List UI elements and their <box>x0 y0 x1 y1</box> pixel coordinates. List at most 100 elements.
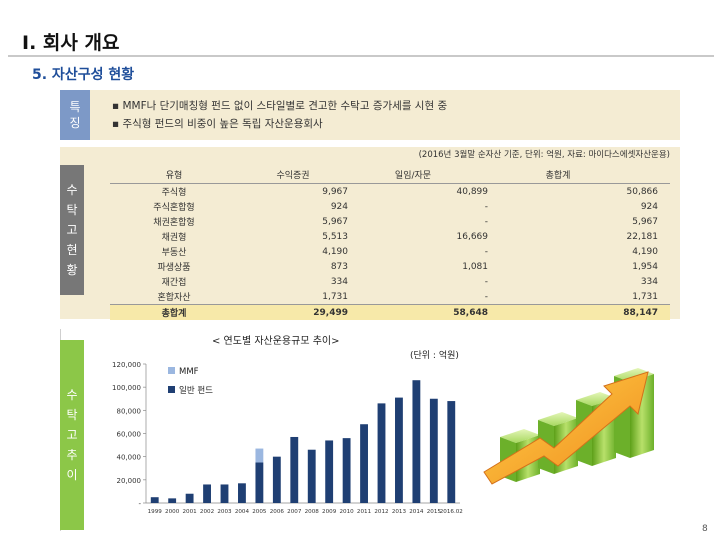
x-tick-label: 2001 <box>182 509 197 515</box>
chart-title: < 연도별 자산운용규모 추이> <box>212 336 340 347</box>
aum-trend-chart: 120,000 100,000 80,000 60,000 40,000 20,000 - 1… <box>112 361 463 515</box>
table-cell: 4,190 <box>322 246 348 257</box>
x-tick-label: 2014 <box>409 509 424 515</box>
y-tick-label: 100,000 <box>112 384 141 392</box>
table-cell: 총합계 <box>161 309 187 319</box>
table-note: (2016년 3월말 순자산 기준, 단위: 억원, 자료: 마이다스에셋자산운… <box>418 150 670 160</box>
table-cell: 주식형 <box>161 188 187 198</box>
bar-general-fund <box>360 424 368 503</box>
section-title: 5. 자산구성 현황 <box>32 67 135 83</box>
side-label-char: 탁 <box>66 408 78 422</box>
x-tick-label: 1999 <box>148 509 163 515</box>
side-label-char: 황 <box>66 263 78 277</box>
aum-table-panel <box>60 147 680 319</box>
y-tick-label: 60,000 <box>117 431 142 439</box>
bar-general-fund <box>272 456 281 503</box>
table-cell: 22,181 <box>626 231 659 242</box>
bar-general-fund <box>342 438 351 503</box>
bar-general-fund <box>220 484 229 503</box>
x-tick-label: 2005 <box>252 509 267 515</box>
x-tick-label: 2003 <box>217 509 232 515</box>
table-cell: - <box>484 216 488 227</box>
table-cell: 5,967 <box>322 216 348 227</box>
table-row: 파생상품 873 1,081 1,954 <box>110 259 670 274</box>
table-row: 채권형 5,513 16,669 22,181 <box>110 229 670 244</box>
bar-general-fund <box>429 398 438 503</box>
table-cell: 924 <box>330 201 348 212</box>
bar-general-fund <box>395 397 403 503</box>
y-tick-label: 80,000 <box>117 407 142 415</box>
table-cell: 16,669 <box>456 231 489 242</box>
table-cell: - <box>484 276 488 287</box>
table-header-cell: 총합계 <box>545 170 571 181</box>
side-label-char: 수 <box>66 388 78 402</box>
title-divider <box>8 55 714 57</box>
table-cell: 88,147 <box>623 307 658 318</box>
table-cell: 9,967 <box>322 186 348 197</box>
table-total-row: 총합계 29,499 58,648 88,147 <box>110 304 670 320</box>
table-cell: 4,190 <box>632 246 658 257</box>
side-label-char: 탁 <box>66 203 78 217</box>
page-title: I. 회사 개요 <box>22 32 120 54</box>
feature-item: ▪ 주식형 펀드의 비중이 높은 독립 자산운용회사 <box>112 118 323 130</box>
side-label-char: 고 <box>66 223 78 237</box>
table-cell: 1,954 <box>632 261 658 272</box>
x-tick-label: 2002 <box>200 509 214 515</box>
legend-label: MMF <box>179 367 199 377</box>
table-cell: 1,081 <box>462 261 488 272</box>
table-row: 주식혼합형 924 - 924 <box>110 199 670 214</box>
table-cell: 334 <box>640 276 658 287</box>
page-number: 8 <box>702 524 708 534</box>
x-tick-label: 2013 <box>392 509 407 515</box>
side-label-char: 이 <box>66 468 78 482</box>
x-tick-label: 2009 <box>322 509 337 515</box>
table-cell: 873 <box>330 261 348 272</box>
table-row: 혼합자산 1,731 - 1,731 <box>110 289 670 304</box>
feature-item: ▪ MMF나 단기매칭형 펀드 없이 스타일별로 견고한 수탁고 증가세를 시현… <box>112 100 448 112</box>
table-header-row: 유형 수익증권 일임/자문 총합계 <box>110 165 670 184</box>
growth-arrow-graphic <box>483 368 654 485</box>
y-tick-label: - <box>138 500 141 508</box>
aum-side-label: 수 탁 고 현 황 <box>60 165 84 295</box>
bar-general-fund <box>185 493 194 503</box>
x-tick-label: 2004 <box>235 509 250 515</box>
table-row: 채권혼합형 5,967 - 5,967 <box>110 214 670 229</box>
bar-general-fund <box>307 449 316 503</box>
table-cell: 40,899 <box>456 186 489 197</box>
x-tick-label: 2010 <box>339 509 354 515</box>
y-tick-label: 120,000 <box>112 361 141 369</box>
table-cell: 재간접 <box>161 278 187 288</box>
table-row: 재간접 334 - 334 <box>110 274 670 289</box>
side-label-char: 수 <box>66 183 78 197</box>
table-cell: 58,648 <box>453 307 488 318</box>
table-cell: 1,731 <box>322 291 348 302</box>
features-label: 특 징 <box>60 90 90 140</box>
table-cell: 334 <box>330 276 348 287</box>
table-cell: 924 <box>640 201 658 212</box>
table-row: 주식형 9,967 40,899 50,866 <box>110 184 670 199</box>
x-tick-label: 2000 <box>165 509 180 515</box>
bar-mmf <box>255 448 264 463</box>
table-cell: - <box>484 246 488 257</box>
bar-general-fund <box>238 483 246 503</box>
legend-swatch <box>168 386 175 393</box>
chart-side-label: 수 탁 고 추 이 <box>60 340 84 530</box>
table-cell: 5,513 <box>322 231 348 242</box>
x-tick-label: 2016.02 <box>440 509 463 515</box>
table-cell: 채권혼합형 <box>153 218 195 228</box>
table-cell: 주식혼합형 <box>153 203 195 213</box>
x-tick-label: 2015 <box>427 509 442 515</box>
table-cell: 채권형 <box>161 233 187 243</box>
table-cell: - <box>484 291 488 302</box>
arrow-shape <box>483 371 649 485</box>
table-cell: 파생상품 <box>157 263 191 273</box>
bar-general-fund <box>290 436 299 503</box>
table-cell: - <box>484 201 488 212</box>
side-label-char: 고 <box>66 428 78 442</box>
table-header-cell: 일임/자문 <box>394 170 432 181</box>
features-list: ▪ MMF나 단기매칭형 펀드 없이 스타일별로 견고한 수탁고 증가세를 시현… <box>112 97 447 133</box>
aum-table: 유형 수익증권 일임/자문 총합계 주식형 9,967 40,899 50,866 주식… <box>110 165 670 320</box>
table-row: 부동산 4,190 - 4,190 <box>110 244 670 259</box>
bar-general-fund <box>447 401 456 503</box>
bar-general-fund <box>255 462 264 503</box>
